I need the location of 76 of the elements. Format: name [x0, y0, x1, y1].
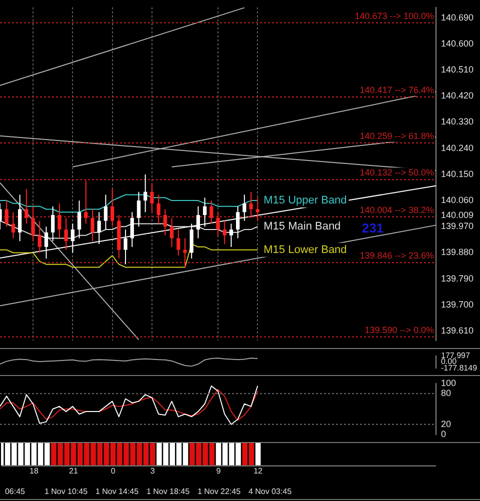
candlestick — [136, 191, 141, 228]
candlestick — [176, 229, 180, 256]
candlestick — [97, 212, 101, 245]
x-tick-label: 0 — [110, 466, 116, 476]
candlestick — [18, 194, 22, 242]
candlestick — [70, 223, 74, 254]
ref-line-label: 139.590 --> 0.0% — [364, 324, 434, 335]
text: 1 Nov 18:45 — [146, 487, 190, 496]
y-tick-label: 140.420 — [441, 90, 474, 101]
y-tick-label: 100 — [441, 378, 456, 388]
candlestick — [222, 220, 226, 245]
y-tick-label: 139.700 — [441, 299, 474, 310]
candlestick — [110, 188, 114, 228]
x-tick-label: 3 — [150, 466, 156, 476]
ref-line-label: 140.673 --> 100.0% — [354, 10, 434, 21]
y-tick-label: 140.240 — [441, 142, 474, 153]
x-tick-label: 9 — [216, 466, 222, 476]
candlestick — [31, 206, 35, 242]
ref-line-label: 140.417 --> 76.4% — [360, 84, 434, 95]
candlestick — [163, 208, 167, 236]
text: 06:45 — [4, 487, 26, 496]
candlestick — [130, 212, 134, 248]
y-tick-label: 20 — [441, 418, 452, 429]
candlestick — [242, 194, 246, 222]
x-tick-label: 21 — [69, 466, 78, 476]
candlestick — [183, 238, 187, 268]
x-tick-label: 12 — [254, 466, 264, 476]
ref-line-label: 140.259 --> 61.8% — [360, 130, 434, 141]
candlestick — [77, 200, 82, 239]
candlestick — [64, 217, 68, 250]
candlestick — [4, 200, 8, 228]
candlestick — [38, 220, 42, 254]
series-label: M15 Lower Band — [264, 244, 347, 256]
x-tick-label: 18 — [30, 466, 39, 476]
text: 1 Nov 10:45 — [44, 487, 88, 496]
candlestick — [216, 212, 220, 236]
candlestick — [104, 194, 108, 230]
series-label: M15 Main Band — [264, 220, 341, 233]
y-tick-label: 140.330 — [441, 116, 474, 127]
candlestick — [150, 182, 154, 213]
text: 1 Nov 22:45 — [197, 487, 242, 496]
y-tick-label: 0 — [441, 429, 446, 440]
candlestick — [229, 223, 234, 248]
y-tick-label: 140.600 — [441, 38, 474, 48]
y-tick-label: 140.009 — [441, 210, 474, 220]
candlestick — [170, 217, 174, 248]
ref-line-label: 140.004 --> 38.2% — [360, 204, 434, 215]
ref-line-label: 139.846 --> 23.6% — [360, 250, 434, 261]
candlestick — [256, 197, 260, 222]
y-tick-label: 140.060 — [441, 195, 474, 206]
text: 1 Nov 14:45 — [95, 487, 140, 496]
candlestick — [58, 202, 62, 239]
text: 4 Nov 03:45 — [248, 487, 292, 496]
y-tick-label: 140.690 — [441, 12, 474, 22]
candlestick — [51, 206, 55, 242]
y-tick-label: 139.610 — [441, 326, 474, 336]
candlestick — [249, 191, 253, 218]
y-tick-label: 140.510 — [441, 64, 474, 75]
candlestick — [90, 208, 94, 242]
candlestick — [144, 174, 148, 213]
y-tick-label: 139.970 — [441, 221, 474, 232]
series-label: M15 Upper Band — [264, 194, 347, 207]
candlestick — [236, 206, 240, 239]
candlestick — [11, 212, 16, 239]
y-tick-label: 80 — [441, 388, 452, 398]
candlestick — [210, 200, 214, 224]
annotation: 231 — [362, 220, 384, 236]
candlestick — [24, 188, 28, 224]
candlestick — [196, 206, 200, 239]
y-tick-label: 139.880 — [441, 247, 474, 258]
candlestick — [156, 194, 160, 224]
y-tick-label: 140.150 — [441, 168, 474, 179]
candlestick — [84, 180, 88, 224]
y-tick-label: 139.790 — [441, 273, 474, 284]
ref-line-label: 140.132 --> 50.0% — [360, 168, 434, 178]
candlestick — [202, 197, 207, 228]
